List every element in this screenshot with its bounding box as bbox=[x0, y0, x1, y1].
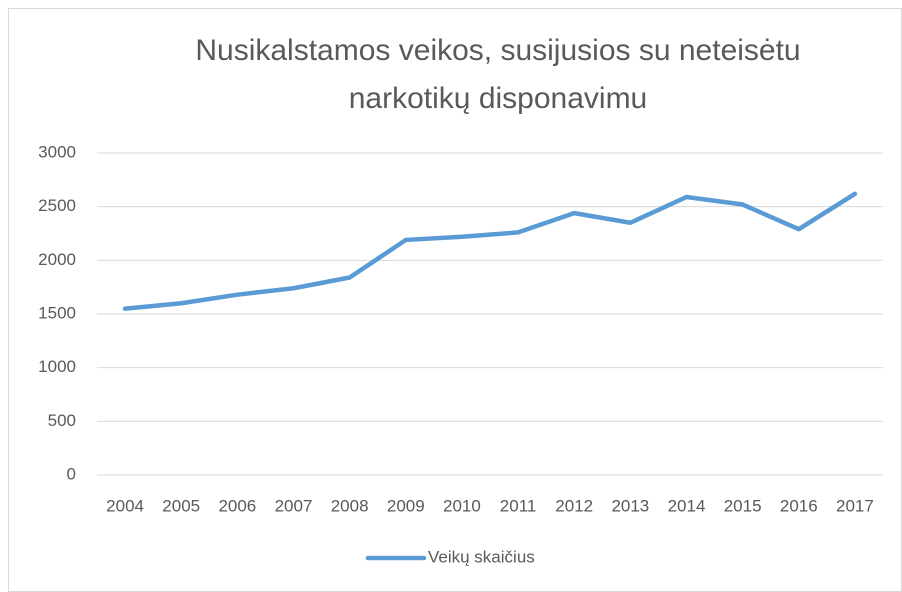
x-tick-label: 2007 bbox=[275, 496, 313, 515]
y-tick-label: 500 bbox=[48, 411, 76, 430]
x-tick-label: 2014 bbox=[668, 496, 706, 515]
chart-border bbox=[8, 8, 902, 592]
y-tick-label: 2500 bbox=[38, 196, 76, 215]
x-tick-label: 2010 bbox=[443, 496, 481, 515]
x-tick-label: 2012 bbox=[555, 496, 593, 515]
x-tick-label: 2011 bbox=[500, 496, 537, 515]
data-line bbox=[122, 191, 858, 311]
chart-title: Nusikalstamos veikos, susijusios su nete… bbox=[195, 34, 800, 115]
legend-label: Veikų skaičius bbox=[428, 547, 535, 566]
y-tick-label: 3000 bbox=[38, 142, 76, 161]
x-tick-label: 2017 bbox=[836, 496, 874, 515]
x-tick-label: 2005 bbox=[162, 496, 200, 515]
y-tick-label: 2000 bbox=[38, 250, 76, 269]
x-tick-label: 2004 bbox=[106, 496, 144, 515]
x-tick-label: 2008 bbox=[331, 496, 369, 515]
y-tick-label: 1000 bbox=[38, 357, 76, 376]
y-tick-label: 1500 bbox=[38, 303, 76, 322]
x-tick-label: 2015 bbox=[724, 496, 762, 515]
x-tick-label: 2006 bbox=[218, 496, 256, 515]
y-tick-label: 0 bbox=[67, 464, 76, 483]
x-tick-label: 2016 bbox=[780, 496, 818, 515]
x-tick-label: 2009 bbox=[387, 496, 425, 515]
x-tick-label: 2013 bbox=[611, 496, 649, 515]
